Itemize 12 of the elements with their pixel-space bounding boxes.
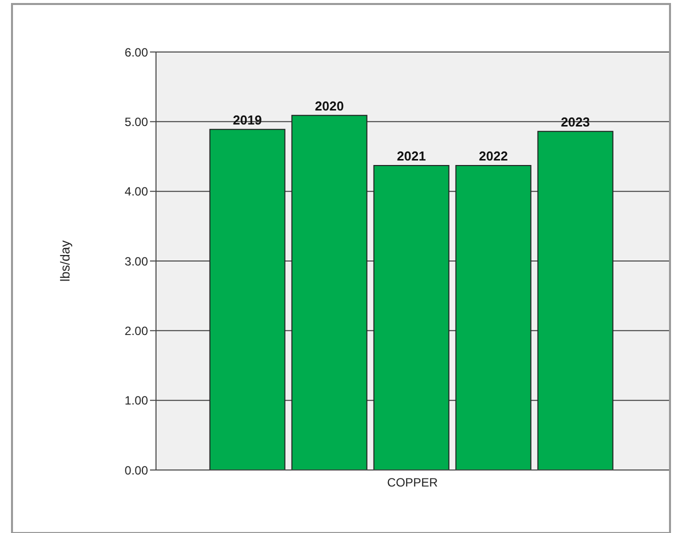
- series-label: 2022: [478, 148, 508, 164]
- series-label: 2020: [314, 98, 344, 114]
- y-tick-label: 5.00: [124, 114, 148, 129]
- y-tick-label: 6.00: [124, 45, 148, 60]
- y-tick-label: 4.00: [124, 184, 148, 199]
- y-tick-label: 2.00: [124, 324, 148, 338]
- y-tick-label: 3.00: [124, 254, 148, 268]
- y-tick-label: 1.00: [124, 394, 148, 408]
- y-axis-title: lbs/day: [58, 240, 73, 282]
- series-label: 2021: [396, 148, 426, 164]
- x-tick-label: COPPER: [387, 476, 438, 490]
- y-tick-label: 0.00: [124, 463, 148, 478]
